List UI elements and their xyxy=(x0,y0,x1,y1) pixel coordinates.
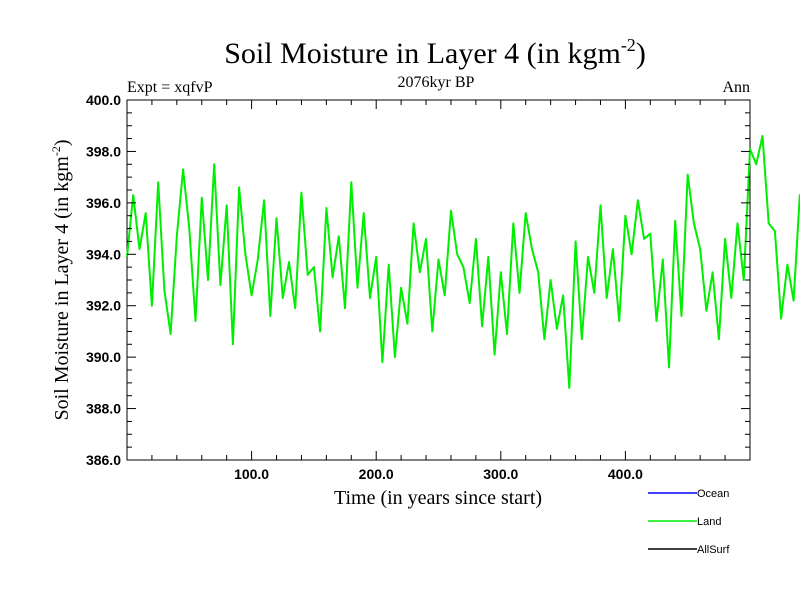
x-tick-label: 300.0 xyxy=(483,466,518,482)
legend-label-land: Land xyxy=(697,516,721,528)
y-axis-label: Soil Moisture in Layer 4 (in kgm-2) xyxy=(49,139,73,420)
y-tick-label: 394.0 xyxy=(86,246,121,262)
y-tick-label: 386.0 xyxy=(86,452,121,468)
y-axis-label-close: ) xyxy=(51,139,73,146)
chart-title: Soil Moisture in Layer 4 (in kgm-2) xyxy=(224,35,646,70)
y-tick-label: 388.0 xyxy=(86,401,121,417)
x-axis-label: Time (in years since start) xyxy=(334,487,542,509)
x-ticks: 100.0 200.0 300.0 400.0 xyxy=(151,100,726,482)
series-line-land xyxy=(126,135,800,389)
x-tick-label: 400.0 xyxy=(608,466,643,482)
season-label: Ann xyxy=(722,79,750,96)
chart-title-sup: -2 xyxy=(621,35,636,55)
series-layer xyxy=(126,135,800,389)
legend: Ocean Land AllSurf xyxy=(648,488,730,556)
x-tick-label: 200.0 xyxy=(359,466,394,482)
y-tick-label: 390.0 xyxy=(86,349,121,365)
legend-label-ocean: Ocean xyxy=(697,488,729,500)
legend-label-allsurf: AllSurf xyxy=(697,544,730,556)
y-axis-label-main: Soil Moisture in Layer 4 (in kgm xyxy=(51,156,73,421)
chart-title-close: ) xyxy=(636,37,646,70)
chart-subtitle: 2076kyr BP xyxy=(398,74,475,91)
y-axis-label-sup: -2 xyxy=(49,146,63,156)
y-tick-label: 400.0 xyxy=(86,92,121,108)
y-tick-label: 396.0 xyxy=(86,195,121,211)
x-tick-label: 100.0 xyxy=(234,466,269,482)
chart-title-main: Soil Moisture in Layer 4 (in kgm xyxy=(224,37,621,70)
y-ticks: 386.0 388.0 390.0 392.0 394.0 396.0 398.0 400.0 xyxy=(86,92,750,468)
y-tick-label: 398.0 xyxy=(86,143,121,159)
y-tick-label: 392.0 xyxy=(86,298,121,314)
experiment-label: Expt = xqfvP xyxy=(127,79,213,96)
